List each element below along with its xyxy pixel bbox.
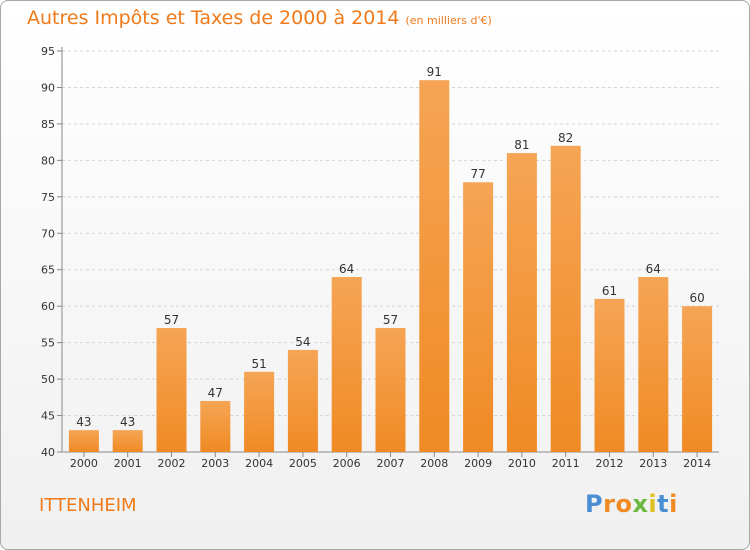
x-tick-label: 2014 — [683, 457, 711, 470]
y-tick-label: 95 — [41, 45, 55, 58]
x-tick-label: 2004 — [245, 457, 273, 470]
x-tick-label: 2007 — [377, 457, 405, 470]
bar-value-label: 82 — [558, 131, 573, 145]
x-tick-label: 2012 — [596, 457, 624, 470]
bar-value-label: 61 — [602, 284, 617, 298]
bar-value-label: 81 — [514, 138, 529, 152]
unit-note: (en milliers d'€) — [405, 14, 492, 27]
bar — [68, 430, 99, 452]
chart-title: Autres Impôts et Taxes de 2000 à 2014 (en… — [27, 7, 492, 29]
y-tick-label: 75 — [41, 191, 55, 204]
bar-value-label: 57 — [164, 313, 179, 327]
y-tick-label: 55 — [41, 337, 55, 350]
bar-value-label: 47 — [208, 386, 223, 400]
bar — [156, 328, 187, 452]
bar — [550, 145, 581, 453]
chart-title-text: Autres Impôts et Taxes de 2000 à 2014 — [27, 7, 400, 29]
y-tick-label: 40 — [41, 446, 55, 459]
y-tick-label: 65 — [41, 264, 55, 277]
x-tick-label: 2000 — [70, 457, 98, 470]
y-tick-label: 90 — [41, 81, 55, 94]
place-name: ITTENHEIM — [39, 495, 137, 516]
bar — [682, 306, 713, 452]
logo-letter: t — [657, 490, 670, 518]
logo-letter: i — [648, 490, 658, 518]
x-tick-label: 2005 — [289, 457, 317, 470]
y-tick-label: 70 — [41, 227, 55, 240]
y-tick-label: 50 — [41, 373, 55, 386]
bar — [331, 277, 362, 452]
logo-letter: o — [615, 490, 633, 518]
bar — [375, 328, 406, 452]
x-tick-label: 2009 — [464, 457, 492, 470]
logo-letter: x — [632, 490, 649, 518]
x-tick-label: 2002 — [158, 457, 186, 470]
x-tick-label: 2008 — [420, 457, 448, 470]
bar-value-label: 64 — [339, 262, 354, 276]
bar — [594, 298, 625, 452]
x-tick-label: 2010 — [508, 457, 536, 470]
logo-letter: P — [585, 490, 604, 518]
y-tick-label: 80 — [41, 154, 55, 167]
bar — [287, 349, 318, 452]
y-tick-label: 85 — [41, 118, 55, 131]
bar — [200, 400, 231, 452]
bar — [419, 80, 450, 452]
bar-value-label: 77 — [470, 167, 485, 181]
bar — [638, 277, 669, 452]
bar — [244, 371, 275, 452]
y-tick-label: 60 — [41, 300, 55, 313]
bar — [463, 182, 494, 452]
y-tick-label: 45 — [41, 410, 55, 423]
bar-value-label: 43 — [120, 415, 135, 429]
x-tick-label: 2003 — [201, 457, 229, 470]
bar-value-label: 91 — [427, 65, 442, 79]
bar — [506, 153, 537, 452]
x-tick-label: 2013 — [639, 457, 667, 470]
proxiti-logo: Proxiti — [585, 490, 678, 518]
bar-value-label: 54 — [295, 335, 310, 349]
logo-letter: i — [669, 490, 678, 518]
bar-value-label: 57 — [383, 313, 398, 327]
bar — [112, 430, 143, 452]
logo-letter: r — [603, 490, 616, 518]
bar-value-label: 64 — [646, 262, 661, 276]
x-tick-label: 2011 — [552, 457, 580, 470]
x-tick-label: 2006 — [333, 457, 361, 470]
x-tick-label: 2001 — [114, 457, 142, 470]
bar-value-label: 51 — [251, 357, 266, 371]
bar-value-label: 60 — [689, 291, 704, 305]
bar-value-label: 43 — [76, 415, 91, 429]
